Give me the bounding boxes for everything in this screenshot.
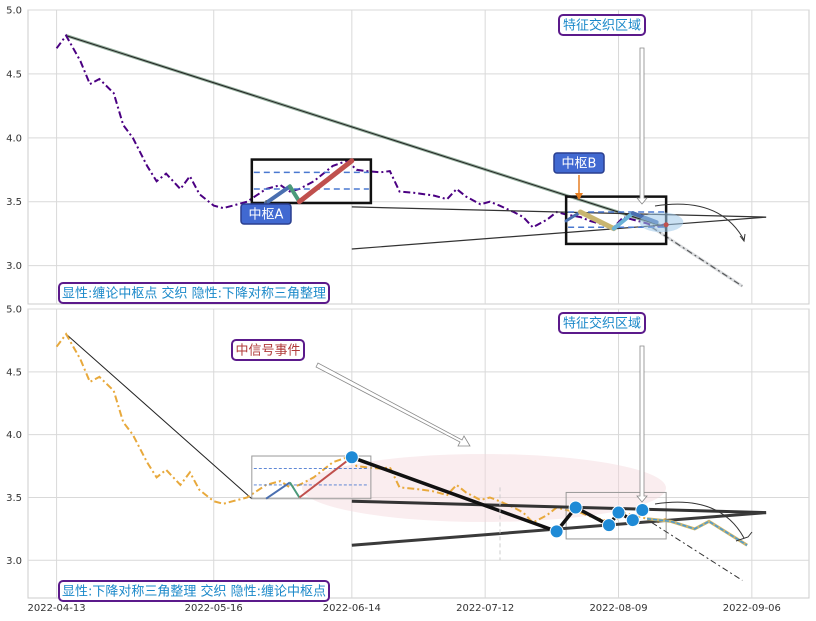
- pivot-point: [601, 518, 616, 533]
- zhongshu-a-label: 中枢A: [249, 208, 284, 223]
- triangle-upper-line: [351, 499, 767, 515]
- y-tick-label: 4.0: [6, 430, 22, 441]
- intersection-dot: [663, 222, 669, 228]
- x-tick-label: 2022-05-16: [185, 603, 243, 614]
- pivot-point: [344, 450, 359, 465]
- curve-arrow-head: [735, 531, 753, 542]
- trend-line: [65, 35, 667, 228]
- zhongshu-b-pointer-head: [575, 193, 583, 200]
- breakout-path: [647, 518, 748, 546]
- zhongshu-b-segment: [564, 210, 582, 223]
- region-arrow: [636, 47, 648, 205]
- y-tick-label: 5.0: [6, 6, 22, 17]
- y-tick-label: 4.0: [6, 133, 22, 144]
- zhongshu-b-segment: [611, 211, 635, 231]
- zhongshu-a-segment: [287, 184, 302, 204]
- y-tick-label: 4.5: [6, 69, 22, 80]
- triangle-lower-line: [351, 216, 767, 250]
- pink-zone: [302, 454, 666, 522]
- y-tick-label: 5.0: [6, 305, 22, 316]
- curve-arrow: [654, 501, 745, 539]
- zhongshu-a-segment: [289, 481, 301, 499]
- pivot-point: [611, 505, 626, 520]
- zhongshu-a-label-box: [240, 203, 292, 225]
- x-tick-label: 2022-08-09: [589, 603, 647, 614]
- feature-region-label: 特征交织区域: [563, 18, 641, 34]
- pivot-point: [568, 500, 583, 515]
- bottom-caption-box: [58, 580, 330, 602]
- pivot-point: [625, 513, 640, 528]
- zhongshu-a-segment: [264, 184, 292, 205]
- feature-region-label-box: [558, 14, 646, 36]
- plot-frame: [27, 9, 810, 305]
- curve-arrow-head: [739, 233, 746, 243]
- zhongshu-box: [250, 158, 373, 205]
- signal-event-label: 中信号事件: [235, 344, 300, 359]
- x-tick-label: 2022-04-13: [28, 603, 86, 614]
- y-tick-label: 3.5: [6, 197, 22, 208]
- bottom-caption: 显性:下降对称三角整理 交织 隐性:缠论中枢点: [62, 584, 326, 600]
- price-line: [55, 33, 667, 229]
- curve-arrow: [654, 203, 745, 241]
- y-tick-label: 3.0: [6, 556, 22, 567]
- x-tick-label: 2022-06-14: [323, 603, 381, 614]
- pivot-point: [549, 524, 564, 539]
- zhongshu-box-light: [565, 491, 667, 540]
- x-axis: 2022-04-13 2022-05-16 2022-06-14 2022-07-12…: [28, 603, 781, 614]
- pivot-point: [635, 503, 650, 518]
- signal-arrow: [315, 362, 471, 447]
- x-tick-label: 2022-07-12: [456, 603, 514, 614]
- zhongshu-b-label-box: [553, 152, 605, 174]
- zhongshu-a-segment: [265, 481, 291, 500]
- zhongshu-b-label: 中枢B: [562, 157, 597, 172]
- y-tick-label: 3.5: [6, 493, 22, 504]
- plot-frame: [27, 308, 810, 599]
- y-tick-label: 4.5: [6, 367, 22, 378]
- region-arrow: [636, 345, 648, 503]
- trend-line: [65, 333, 253, 500]
- price-line: [55, 332, 667, 524]
- signal-event-label-box: [231, 339, 305, 361]
- top-caption: 显性:缠论中枢点 交织 隐性:下降对称三角整理: [62, 286, 326, 302]
- top-caption-box: [58, 282, 330, 304]
- projection-line: [651, 522, 743, 581]
- y-tick-label: 3.0: [6, 261, 22, 272]
- zhongshu-a-segment: [296, 158, 355, 205]
- x-tick-label: 2022-09-06: [723, 603, 781, 614]
- feature-region-label: 特征交织区域: [563, 316, 641, 332]
- triangle-upper-line: [351, 206, 767, 218]
- zhongshu-b-segment: [577, 209, 617, 232]
- feature-region-label-box: [558, 312, 646, 334]
- intersection-highlight: [639, 212, 684, 233]
- zhongshu-box-light: [251, 455, 372, 500]
- zhongshu-a-segment: [298, 456, 353, 499]
